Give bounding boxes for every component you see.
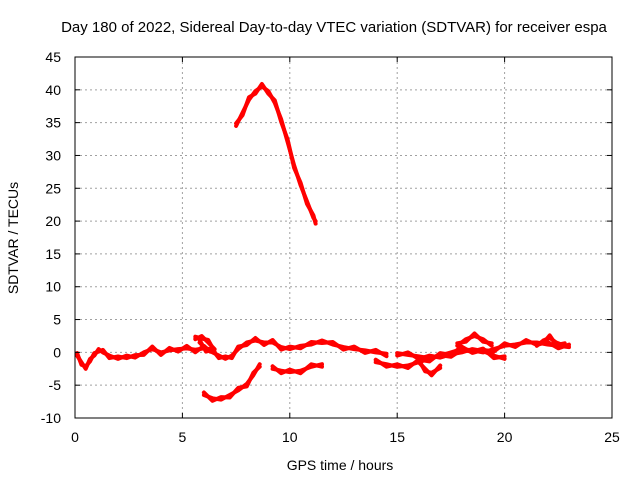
series-arc-main-1-noise bbox=[75, 343, 213, 369]
series-arc-low-2-noise bbox=[270, 362, 324, 376]
y-tick-label: 45 bbox=[45, 49, 61, 65]
series-arc-hump-5-noise bbox=[193, 334, 217, 354]
series-arc-hump-22-noise bbox=[534, 333, 567, 347]
y-tick-label: -5 bbox=[49, 377, 62, 393]
series-arc-main-2-noise bbox=[197, 336, 389, 361]
x-axis: 0 5 10 15 20 25 bbox=[71, 57, 620, 445]
y-tick-label: -10 bbox=[41, 410, 61, 426]
y-tick-label: 35 bbox=[45, 115, 61, 131]
x-tick-label: 15 bbox=[389, 429, 405, 445]
series-arc-spike-late-noise bbox=[416, 357, 443, 375]
y-tick-label: 20 bbox=[45, 213, 61, 229]
data-series bbox=[75, 82, 571, 403]
y-tick-label: 40 bbox=[45, 82, 61, 98]
series-arc-low-1-noise bbox=[201, 364, 262, 403]
series-arc-high-noise bbox=[234, 82, 318, 226]
x-tick-label: 25 bbox=[604, 429, 620, 445]
x-tick-label: 5 bbox=[179, 429, 187, 445]
y-tick-label: 25 bbox=[45, 180, 61, 196]
x-tick-label: 20 bbox=[497, 429, 513, 445]
y-axis: -10 -5 0 5 10 15 20 25 30 35 40 45 bbox=[41, 49, 612, 426]
y-tick-label: 15 bbox=[45, 246, 61, 262]
y-tick-label: 5 bbox=[53, 312, 61, 328]
chart-title: Day 180 of 2022, Sidereal Day-to-day VTE… bbox=[61, 19, 607, 36]
y-tick-label: 10 bbox=[45, 279, 61, 295]
x-tick-label: 10 bbox=[282, 429, 298, 445]
y-tick-label: 0 bbox=[53, 344, 61, 360]
x-axis-label: GPS time / hours bbox=[287, 457, 394, 473]
series-arc-cluster-late-noise bbox=[395, 346, 507, 361]
series-arc-hump-19-noise bbox=[455, 331, 494, 346]
y-axis-label: SDTVAR / TECUs bbox=[5, 182, 21, 294]
plot-frame bbox=[74, 56, 613, 419]
x-tick-label: 0 bbox=[71, 429, 79, 445]
y-tick-label: 30 bbox=[45, 147, 61, 163]
